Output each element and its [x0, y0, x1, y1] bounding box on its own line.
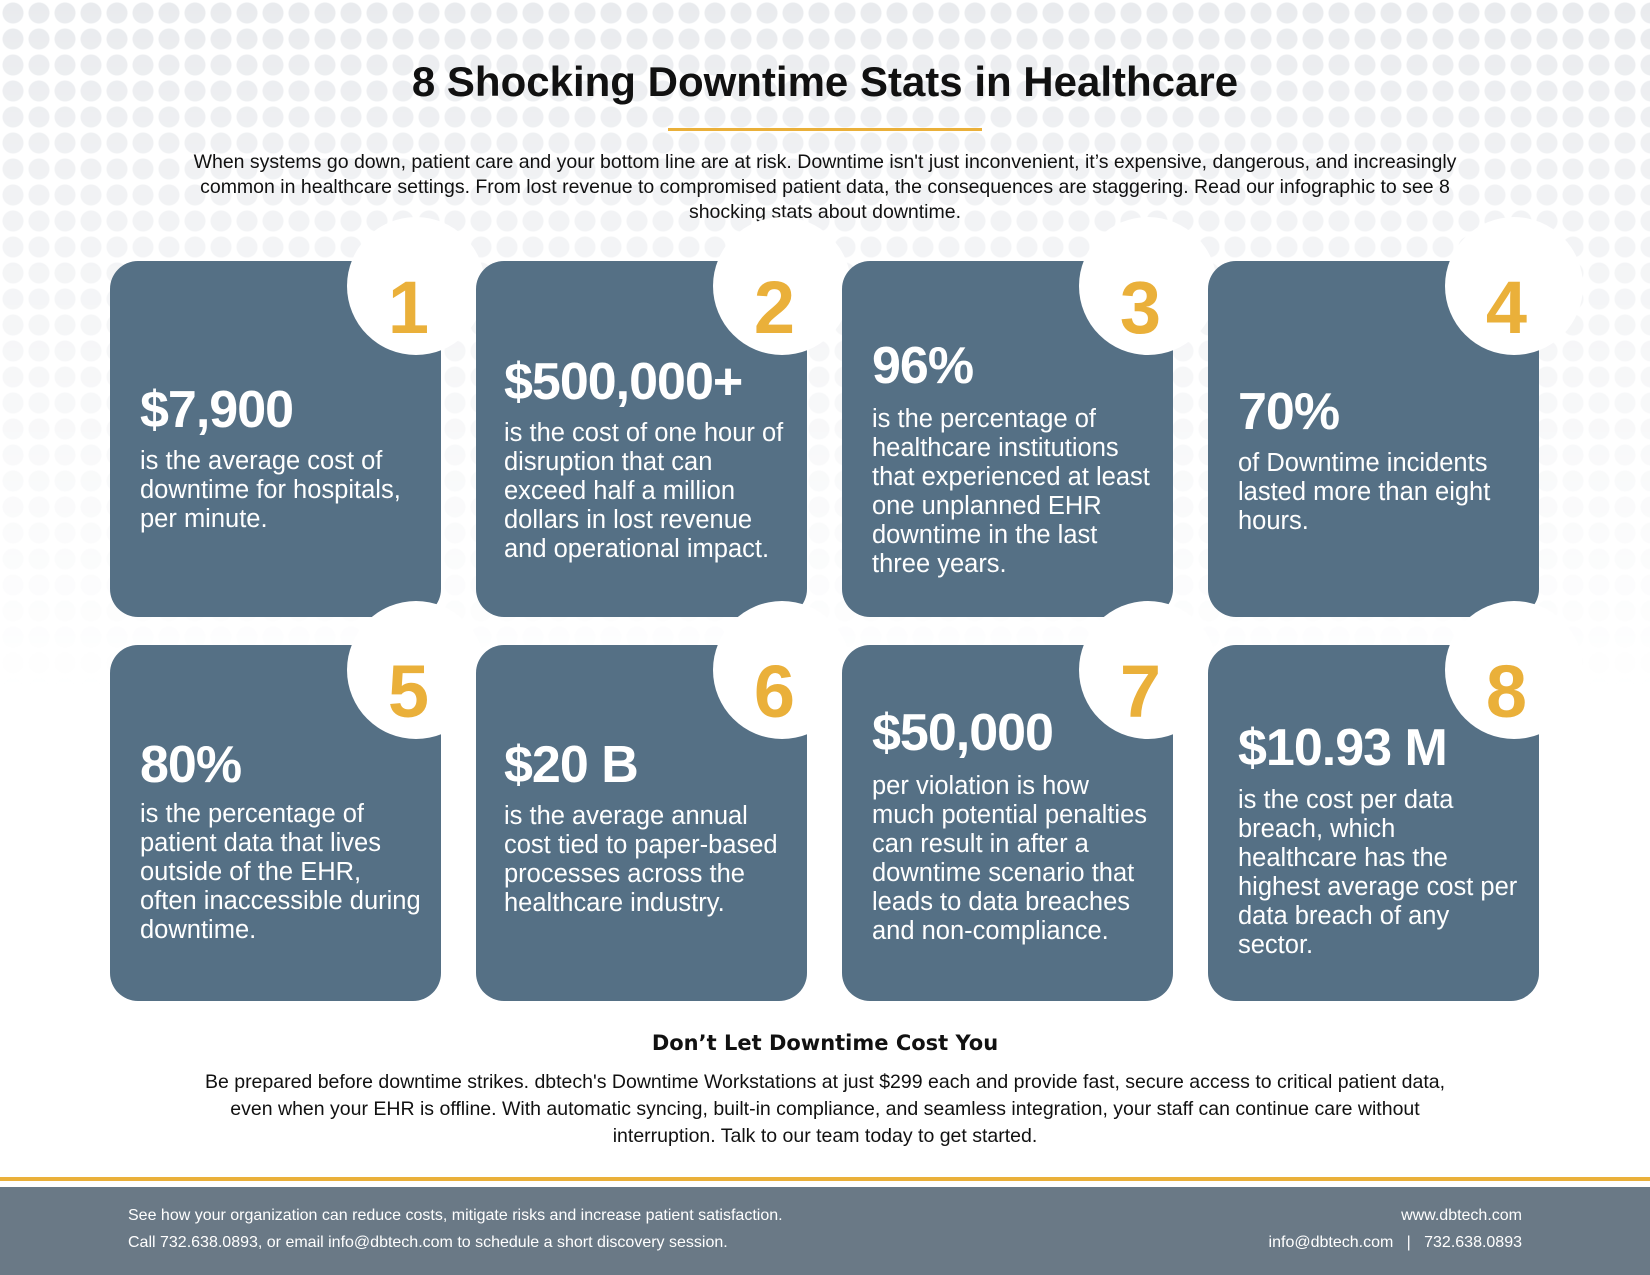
stat-value: $20 B	[504, 736, 639, 794]
card-corner-notch	[347, 217, 485, 355]
footer-call-to-action: Call 732.638.0893, or email info@dbtech.…	[128, 1234, 728, 1251]
cta-heading: Don’t Let Downtime Cost You	[651, 1031, 999, 1055]
card-corner-notch	[713, 601, 851, 739]
stat-number: 5	[387, 650, 429, 733]
stat-description: is the average cost of downtime for hosp…	[140, 447, 401, 533]
stat-card-1: 1 $7,900 is the average cost of downtime…	[110, 217, 485, 617]
stat-card-8: 8 $10.93 M is the cost per data breach, …	[1208, 601, 1583, 1001]
stat-description: is the cost of one hour of disruption th…	[504, 419, 784, 563]
card-corner-notch	[347, 601, 485, 739]
cta-paragraph: Be prepared before downtime strikes. dbt…	[204, 1071, 1446, 1147]
stat-value: 80%	[140, 736, 242, 794]
stat-number: 4	[1485, 266, 1527, 349]
footer-divider	[0, 1177, 1650, 1181]
stat-value: 96%	[872, 337, 974, 395]
stat-card-4: 4 70% of Downtime incidents lasted more …	[1208, 217, 1583, 617]
stat-number: 1	[387, 266, 429, 349]
stat-value: $50,000	[872, 704, 1054, 762]
stat-description: is the average annual cost tied to paper…	[504, 802, 778, 917]
page-title: 8 Shocking Downtime Stats in Healthcare	[411, 58, 1239, 105]
stat-value: 70%	[1238, 383, 1340, 441]
footer-website-link[interactable]: www.dbtech.com	[1401, 1207, 1522, 1224]
stat-number: 7	[1119, 650, 1161, 733]
card-corner-notch	[1445, 601, 1583, 739]
stat-card-7: 7 $50,000 per violation is how much pote…	[842, 601, 1217, 1001]
stat-description: is the cost per data breach, which healt…	[1238, 786, 1518, 959]
stat-number: 3	[1119, 266, 1161, 349]
stat-description: of Downtime incidents lasted more than e…	[1238, 449, 1491, 535]
stat-number: 8	[1485, 650, 1527, 733]
title-underline	[668, 128, 982, 131]
stat-value: $10.93 M	[1238, 719, 1448, 777]
stat-description: is the percentage of patient data that l…	[140, 800, 421, 944]
stat-card-5: 5 80% is the percentage of patient data …	[110, 601, 485, 1001]
footer-bar: See how your organization can reduce cos…	[0, 1187, 1650, 1275]
stat-card-6: 6 $20 B is the average annual cost tied …	[476, 601, 851, 1001]
stat-card-2: 2 $500,000+ is the cost of one hour of d…	[476, 217, 851, 617]
stat-value: $7,900	[140, 381, 294, 439]
card-corner-notch	[713, 217, 851, 355]
intro-paragraph: When systems go down, patient care and y…	[193, 151, 1457, 223]
card-corner-notch	[1079, 601, 1217, 739]
card-corner-notch	[1445, 217, 1583, 355]
stat-number: 6	[753, 650, 795, 733]
stat-description: is the percentage of healthcare institut…	[872, 405, 1150, 578]
stat-value: $500,000+	[504, 353, 743, 411]
stat-number: 2	[753, 266, 795, 349]
footer-tagline: See how your organization can reduce cos…	[128, 1207, 783, 1224]
footer-contact-info[interactable]: info@dbtech.com | 732.638.0893	[1268, 1234, 1522, 1251]
stat-card-3: 3 96% is the percentage of healthcare in…	[842, 217, 1217, 617]
card-corner-notch	[1079, 217, 1217, 355]
stat-description: per violation is how much potential pena…	[872, 772, 1148, 945]
